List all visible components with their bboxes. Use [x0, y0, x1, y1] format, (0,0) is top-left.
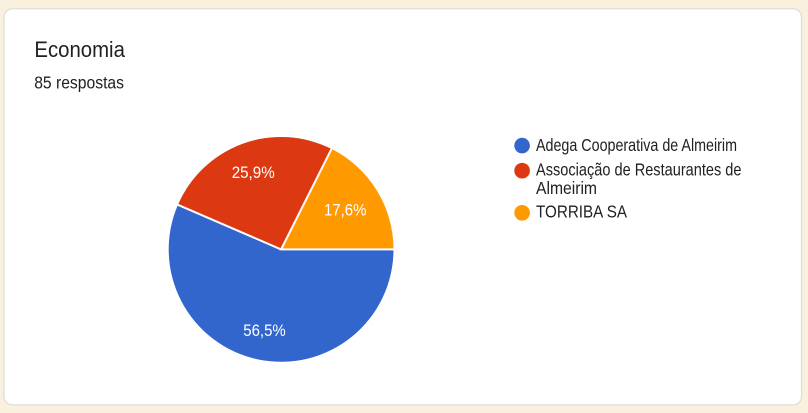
svg-text:85 respostas: 85 respostas	[34, 72, 124, 92]
svg-text:56,5%: 56,5%	[243, 322, 286, 340]
svg-text:Associação de Restaurantes de: Associação de Restaurantes de	[536, 159, 742, 179]
svg-text:Economia: Economia	[34, 37, 125, 62]
svg-text:Almeirim: Almeirim	[536, 178, 597, 198]
svg-text:TORRIBA SA: TORRIBA SA	[536, 201, 627, 221]
svg-text:Adega Cooperativa de Almeirim: Adega Cooperativa de Almeirim	[536, 135, 737, 155]
svg-text:25,9%: 25,9%	[232, 164, 275, 182]
svg-text:17,6%: 17,6%	[324, 201, 367, 219]
